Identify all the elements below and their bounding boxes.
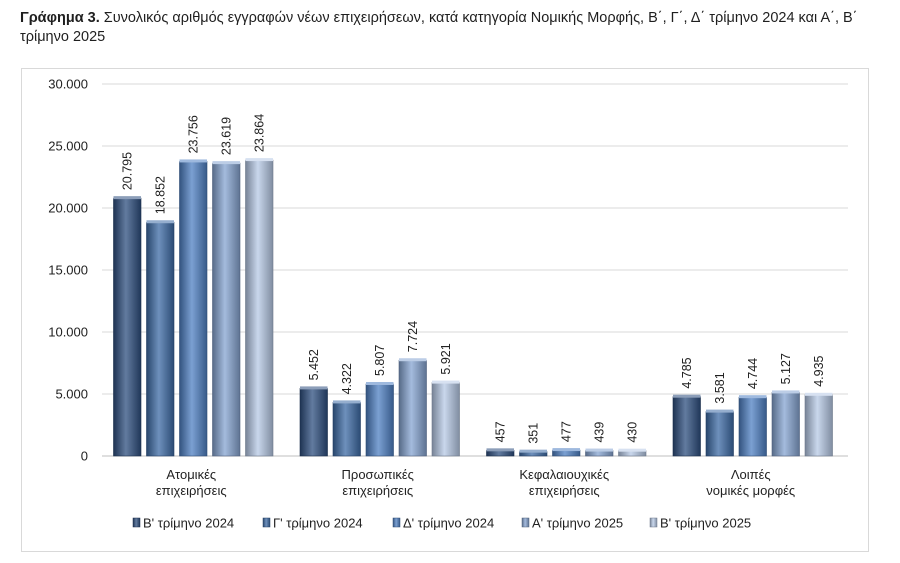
bar-top [486, 448, 514, 452]
legend-swatch [392, 517, 401, 528]
bar-top [585, 448, 613, 452]
data-label: 4.935 [812, 355, 826, 386]
bar-top [552, 448, 580, 452]
legend: Β' τρίμηνο 2024 Γ' τρίμηνο 2024 Δ' τρίμηνο… [132, 516, 751, 531]
data-label: 23.864 [253, 114, 267, 152]
category-label: επιχειρήσεις [156, 483, 227, 498]
caption-prefix: Γράφημα 3. [20, 10, 100, 26]
data-label: 23.619 [220, 117, 234, 155]
data-label: 4.785 [680, 357, 694, 388]
y-tick-label: 5.000 [55, 387, 88, 402]
bar-top [245, 158, 273, 162]
bar-top [399, 358, 427, 362]
y-tick-label: 20.000 [48, 201, 88, 216]
bar [212, 162, 241, 457]
bar-top [519, 449, 547, 453]
bar-top [366, 381, 394, 385]
bars [113, 158, 833, 457]
bar [146, 221, 175, 457]
category-label: επιχειρήσεις [342, 483, 413, 498]
data-label: 430 [626, 422, 640, 443]
legend-swatch [132, 517, 141, 528]
data-label: 5.452 [307, 349, 321, 380]
bar-top [146, 220, 174, 224]
bar-top [179, 159, 207, 163]
bar [398, 359, 427, 457]
category-label: Προσωπικές [342, 467, 414, 482]
legend-swatch [262, 517, 271, 528]
legend-label: Β' τρίμηνο 2025 [660, 516, 751, 531]
data-label: 18.852 [154, 176, 168, 214]
bar-top [673, 394, 701, 398]
bar [113, 197, 142, 457]
caption-title: Συνολικός αριθμός εγγραφών νέων επιχειρή… [20, 10, 858, 45]
data-label: 4.744 [746, 358, 760, 389]
category-label: επιχειρήσεις [529, 483, 600, 498]
data-label: 5.807 [373, 345, 387, 376]
category-label: Λοιπές [731, 467, 771, 482]
data-label: 5.921 [439, 343, 453, 374]
legend-swatch [649, 517, 658, 528]
chart-caption: Γράφημα 3. Συνολικός αριθμός εγγραφών νέ… [20, 9, 882, 47]
legend-label: Α' τρίμηνο 2025 [532, 516, 623, 531]
data-label: 5.127 [779, 353, 793, 384]
bar-top [212, 161, 240, 165]
y-tick-label: 25.000 [48, 139, 88, 154]
bar [672, 396, 701, 457]
data-labels: 20.795 18.852 23.756 23.619 23.864 5.452 4.322… [121, 114, 827, 444]
y-axis: 0 5.000 10.000 15.000 20.000 25.000 30.000 [48, 77, 88, 464]
category-label: νομικές μορφές [706, 483, 795, 498]
bar-top [432, 380, 460, 384]
data-label: 4.322 [340, 363, 354, 394]
legend-label: Δ' τρίμηνο 2024 [403, 516, 494, 531]
data-label: 7.724 [406, 321, 420, 352]
bar-top [618, 448, 646, 452]
bar-top [772, 390, 800, 394]
bar-top [300, 386, 328, 390]
bar-top [739, 395, 767, 399]
bar [179, 161, 208, 457]
data-label: 477 [560, 421, 574, 442]
data-label: 439 [593, 422, 607, 443]
bar-top [333, 400, 361, 404]
y-tick-label: 0 [81, 449, 88, 464]
y-tick-label: 30.000 [48, 77, 88, 92]
category-label: Ατομικές [166, 467, 216, 482]
bar-top [113, 196, 141, 200]
bar-top [805, 392, 833, 396]
bar [738, 396, 767, 457]
bar-top [706, 409, 734, 413]
data-label: 3.581 [713, 372, 727, 403]
bar [431, 382, 460, 457]
category-labels: ΑτομικέςεπιχειρήσειςΠροσωπικέςεπιχειρήσε… [156, 467, 795, 498]
bar [299, 388, 328, 457]
y-tick-label: 10.000 [48, 325, 88, 340]
bar [332, 402, 361, 457]
bar [804, 394, 833, 457]
data-label: 457 [494, 421, 508, 442]
legend-swatch [521, 517, 530, 528]
bar [245, 159, 274, 457]
data-label: 351 [527, 423, 541, 444]
data-label: 20.795 [121, 152, 135, 190]
bar [705, 411, 734, 457]
bar [365, 383, 394, 457]
data-label: 23.756 [187, 115, 201, 153]
legend-label: Γ' τρίμηνο 2024 [273, 516, 363, 531]
category-label: Κεφαλαιουχικές [519, 467, 609, 482]
y-tick-label: 15.000 [48, 263, 88, 278]
bar [771, 392, 800, 457]
legend-label: Β' τρίμηνο 2024 [143, 516, 234, 531]
